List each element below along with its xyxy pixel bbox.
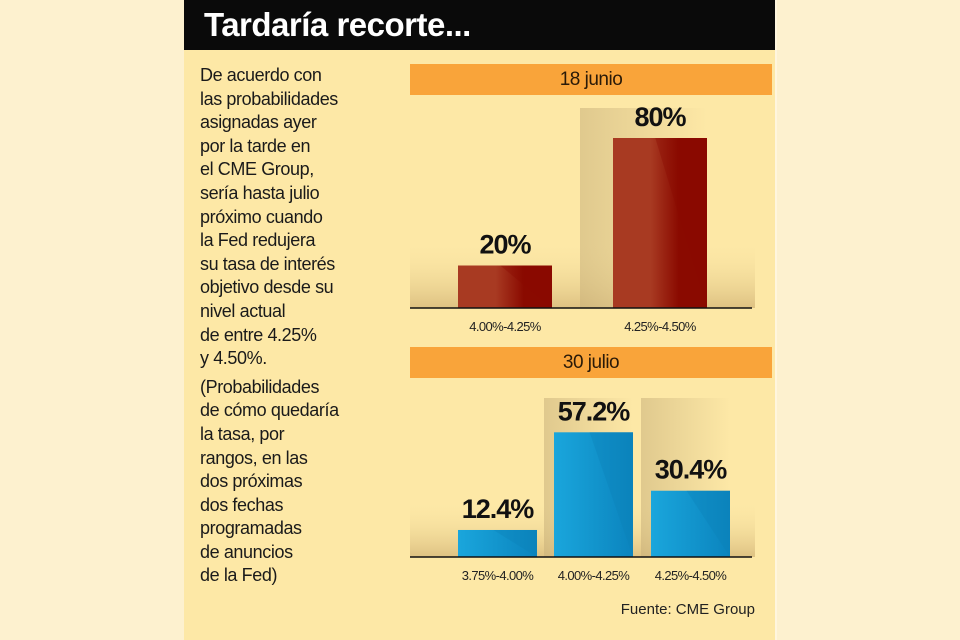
chart-title-junio: 18 junio: [410, 64, 772, 95]
divider: [775, 0, 777, 640]
text-line: objetivo desde su: [200, 277, 334, 298]
text-line: de anuncios: [200, 541, 293, 562]
bar-shading: [589, 432, 633, 557]
text-line: de la Fed): [200, 565, 278, 586]
text-line: (Probabilidades: [200, 376, 320, 397]
text-line: sería hasta julio: [200, 182, 320, 203]
data-label: 30.4%: [655, 455, 728, 485]
text-line: asignadas ayer: [200, 112, 317, 133]
text-line: y 4.50%.: [200, 348, 267, 369]
text-line: de entre 4.25%: [200, 324, 317, 345]
data-label: 12.4%: [462, 494, 535, 524]
bar: [554, 432, 633, 557]
category-label: 4.00%-4.25%: [558, 568, 630, 583]
description: De acuerdo con las probabilidades asignada…: [200, 64, 400, 588]
category-label: 4.25%-4.50%: [624, 319, 696, 334]
text-line: dos próximas: [200, 471, 303, 492]
data-label: 57.2%: [558, 396, 631, 426]
data-label: 20%: [479, 230, 531, 260]
category-label: 4.25%-4.50%: [655, 568, 727, 583]
bar: [458, 529, 537, 557]
text-line: la tasa, por: [200, 423, 285, 444]
bar: [651, 490, 730, 557]
text-line: nivel actual: [200, 300, 286, 321]
text-line: próximo cuando: [200, 206, 323, 227]
text-line: programadas: [200, 518, 302, 539]
note-paragraph: (Probabilidades de cómo quedaría la tasa, …: [200, 376, 400, 588]
bar-shading: [655, 138, 707, 308]
data-label: 80%: [634, 102, 686, 132]
category-label: 3.75%-4.00%: [462, 568, 534, 583]
text-line: las probabilidades: [200, 88, 338, 109]
chart-title-julio: 30 julio: [410, 347, 772, 378]
category-label: 4.00%-4.25%: [469, 319, 541, 334]
title-bar: Tardaría recorte...: [184, 0, 775, 50]
text-line: su tasa de interés: [200, 253, 335, 274]
text-line: dos fechas: [200, 494, 284, 515]
bar-shading: [493, 529, 537, 557]
bar-shading: [686, 490, 730, 557]
text-line: de cómo quedaría: [200, 400, 339, 421]
bar-shading: [500, 265, 552, 308]
bar: [458, 265, 552, 308]
text-line: De acuerdo con: [200, 65, 322, 85]
text-line: rangos, en las: [200, 447, 308, 468]
bar: [613, 138, 707, 308]
text-line: por la tarde en: [200, 135, 311, 156]
source-note: Fuente: CME Group: [620, 601, 755, 618]
text-line: el CME Group,: [200, 159, 314, 180]
text-line: la Fed redujera: [200, 230, 316, 251]
page-title: Tardaría recorte...: [204, 6, 471, 43]
description-paragraph: De acuerdo con las probabilidades asignada…: [200, 64, 400, 371]
